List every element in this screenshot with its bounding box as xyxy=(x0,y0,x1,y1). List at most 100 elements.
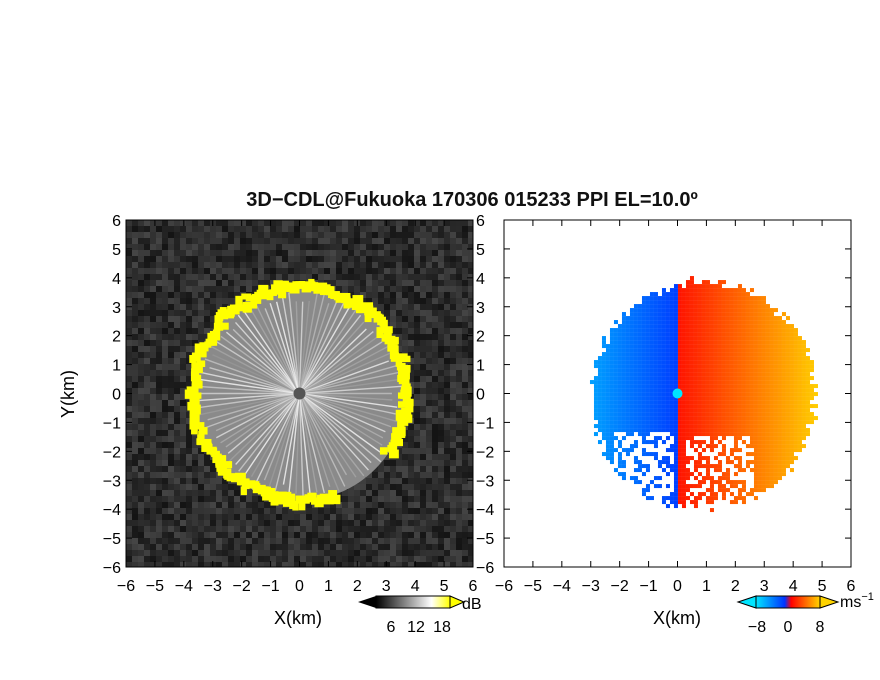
velocity-cell xyxy=(769,372,774,377)
velocity-cell xyxy=(681,300,686,305)
intensity-noise-cell xyxy=(228,532,234,538)
intensity-noise-cell xyxy=(420,496,426,502)
intensity-noise-cell xyxy=(204,484,210,490)
velocity-cell xyxy=(665,392,670,397)
intensity-noise-cell xyxy=(402,286,408,292)
velocity-cell xyxy=(665,320,670,325)
intensity-noise-cell xyxy=(324,262,330,268)
intensity-noise-cell xyxy=(186,358,192,364)
intensity-noise-cell xyxy=(342,526,348,532)
intensity-noise-cell xyxy=(336,544,342,550)
intensity-noise-cell xyxy=(300,274,306,280)
intensity-noise-cell xyxy=(390,526,396,532)
intensity-ring-segment xyxy=(192,380,203,389)
intensity-noise-cell xyxy=(468,262,473,268)
intensity-noise-cell xyxy=(192,250,198,256)
intensity-noise-cell xyxy=(438,244,444,250)
intensity-ring-segment xyxy=(237,304,246,312)
velocity-cell xyxy=(745,324,750,329)
velocity-cell xyxy=(693,284,698,289)
velocity-cell xyxy=(605,360,610,365)
intensity-noise-cell xyxy=(282,526,288,532)
intensity-noise-cell xyxy=(354,250,360,256)
intensity-noise-cell xyxy=(204,472,210,478)
intensity-noise-cell xyxy=(342,238,348,244)
intensity-ray xyxy=(193,385,300,395)
velocity-cell xyxy=(781,336,786,341)
intensity-noise-cell xyxy=(210,262,216,268)
intensity-noise-cell xyxy=(336,286,342,292)
intensity-noise-cell xyxy=(156,316,162,322)
intensity-noise-cell xyxy=(156,268,162,274)
velocity-cell xyxy=(665,352,670,357)
intensity-noise-cell xyxy=(402,496,408,502)
intensity-noise-cell xyxy=(420,226,426,232)
velocity-cell xyxy=(637,332,642,337)
intensity-noise-cell xyxy=(132,544,138,550)
velocity-cell xyxy=(701,316,706,321)
intensity-noise-cell xyxy=(330,268,336,274)
velocity-cell xyxy=(717,304,722,309)
intensity-noise-cell xyxy=(456,400,462,406)
intensity-noise-cell xyxy=(252,520,258,526)
intensity-noise-cell xyxy=(318,226,324,232)
intensity-noise-cell xyxy=(144,328,150,334)
intensity-noise-cell xyxy=(462,280,468,286)
intensity-noise-cell xyxy=(372,490,378,496)
intensity-noise-cell xyxy=(432,484,438,490)
intensity-noise-cell xyxy=(450,274,456,280)
intensity-noise-cell xyxy=(462,484,468,490)
intensity-ray xyxy=(194,392,300,417)
velocity-cell xyxy=(737,332,742,337)
velocity-cell xyxy=(753,316,758,321)
intensity-noise-cell xyxy=(300,538,306,544)
velocity-cell xyxy=(717,280,722,285)
velocity-cell xyxy=(773,368,778,373)
intensity-noise-cell xyxy=(210,250,216,256)
velocity-cell xyxy=(809,384,814,389)
intensity-noise-cell xyxy=(162,262,168,268)
intensity-noise-cell xyxy=(222,562,228,567)
velocity-cell xyxy=(661,364,666,369)
velocity-cell xyxy=(741,372,746,377)
velocity-cell xyxy=(681,392,686,397)
velocity-cell xyxy=(693,372,698,377)
intensity-noise-cell xyxy=(324,268,330,274)
intensity-noise-cell xyxy=(354,484,360,490)
velocity-cell xyxy=(661,312,666,317)
intensity-noise-cell xyxy=(156,412,162,418)
velocity-cell xyxy=(649,356,654,361)
velocity-cell xyxy=(669,352,674,357)
intensity-noise-cell xyxy=(432,448,438,454)
intensity-noise-cell xyxy=(360,562,366,567)
velocity-cell xyxy=(629,348,634,353)
velocity-cell xyxy=(669,380,674,385)
intensity-noise-cell xyxy=(444,376,450,382)
intensity-noise-cell xyxy=(420,382,426,388)
intensity-noise-cell xyxy=(132,496,138,502)
intensity-noise-cell xyxy=(162,388,168,394)
velocity-cell xyxy=(617,348,622,353)
intensity-noise-cell xyxy=(246,286,252,292)
intensity-noise-cell xyxy=(126,226,132,232)
x-tick-label: 0 xyxy=(295,578,304,595)
intensity-noise-cell xyxy=(456,256,462,262)
intensity-noise-cell xyxy=(174,496,180,502)
intensity-noise-cell xyxy=(246,220,252,226)
velocity-cell xyxy=(745,384,750,389)
intensity-noise-cell xyxy=(168,286,174,292)
velocity-cell xyxy=(745,332,750,337)
intensity-noise-cell xyxy=(408,256,414,262)
intensity-noise-cell xyxy=(456,298,462,304)
intensity-noise-cell xyxy=(204,298,210,304)
intensity-noise-cell xyxy=(186,376,192,382)
intensity-noise-cell xyxy=(156,226,162,232)
intensity-noise-cell xyxy=(288,268,294,274)
intensity-noise-cell xyxy=(414,544,420,550)
velocity-cell xyxy=(785,356,790,361)
velocity-cell xyxy=(717,368,722,373)
intensity-noise-cell xyxy=(168,334,174,340)
intensity-noise-cell xyxy=(168,316,174,322)
intensity-noise-cell xyxy=(450,298,456,304)
intensity-noise-cell xyxy=(252,508,258,514)
